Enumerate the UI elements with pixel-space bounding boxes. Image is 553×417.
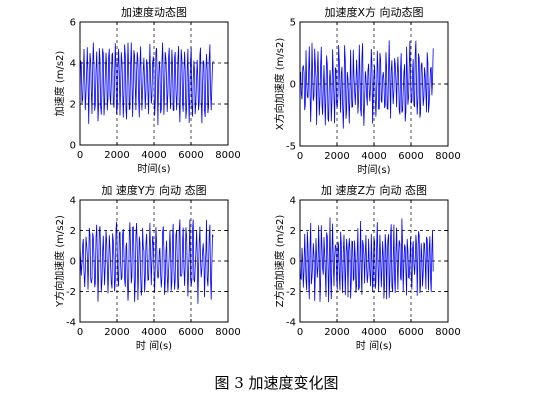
x-tick-label: 8000 bbox=[215, 327, 240, 338]
y-tick-label: -2 bbox=[66, 287, 76, 298]
y-tick-label: -4 bbox=[286, 318, 296, 329]
x-axis-label: 时 间(s) bbox=[356, 339, 392, 352]
x-tick-label: 2000 bbox=[324, 327, 349, 338]
x-tick-label: 6000 bbox=[398, 151, 423, 162]
x-tick-label: 8000 bbox=[435, 327, 460, 338]
x-tick-label: 6000 bbox=[178, 150, 203, 161]
y-axis-label: X方向加速度 (m/s2) bbox=[273, 38, 286, 131]
y-tick-label: 4 bbox=[290, 196, 296, 207]
x-tick-label: 0 bbox=[77, 150, 83, 161]
x-tick-label: 2000 bbox=[324, 151, 349, 162]
figure-caption: 图 3 加速度变化图 bbox=[214, 374, 339, 392]
x-axis-label: 时 间(s) bbox=[136, 339, 172, 352]
chart-panel-4: 0 2000 4000 6000 8000 -4 -2 0 2 4 加 速度Z方 向动 态图时 间(… bbox=[273, 183, 461, 352]
y-axis-label: Z方向加速度 (m/s2) bbox=[273, 215, 286, 308]
y-tick-label: 2 bbox=[290, 226, 296, 237]
chart-panel-3: 0 2000 4000 6000 8000 -4 -2 0 2 4 加 速度Y方 向动 态图时 间(… bbox=[53, 183, 241, 352]
chart-title: 加 速度Y方 向动 态图 bbox=[101, 183, 206, 197]
y-tick-label: -4 bbox=[66, 318, 76, 329]
chart-title: 加 速度Z方 向动 态图 bbox=[321, 183, 427, 197]
x-tick-label: 4000 bbox=[361, 327, 386, 338]
signal-line bbox=[79, 219, 214, 304]
y-tick-label: 4 bbox=[70, 59, 76, 70]
y-tick-label: 0 bbox=[70, 141, 76, 152]
y-axis-label: Y方向加速度 (m/s2) bbox=[53, 215, 66, 308]
chart-title: 加速度X方 向动态图 bbox=[324, 5, 423, 19]
x-tick-label: 6000 bbox=[178, 327, 203, 338]
y-axis-label: 加速度 (m/s2) bbox=[53, 51, 66, 117]
y-tick-label: -5 bbox=[286, 142, 296, 153]
x-tick-label: 8000 bbox=[215, 150, 240, 161]
x-tick-label: 6000 bbox=[398, 327, 423, 338]
chart-title: 加速度动态图 bbox=[121, 5, 187, 19]
x-tick-label: 0 bbox=[297, 327, 303, 338]
y-tick-label: 4 bbox=[70, 196, 76, 207]
y-tick-label: 2 bbox=[70, 100, 76, 111]
y-tick-label: -2 bbox=[286, 287, 296, 298]
x-axis-label: 时间(s) bbox=[137, 162, 170, 175]
signal-line bbox=[79, 42, 214, 126]
y-tick-label: 0 bbox=[70, 257, 76, 268]
y-tick-label: 0 bbox=[290, 80, 296, 91]
y-tick-label: 5 bbox=[290, 18, 296, 29]
y-tick-label: 6 bbox=[70, 18, 76, 29]
x-tick-label: 4000 bbox=[361, 151, 386, 162]
x-tick-label: 8000 bbox=[435, 151, 460, 162]
x-tick-label: 2000 bbox=[104, 150, 129, 161]
x-tick-label: 4000 bbox=[141, 327, 166, 338]
x-axis-label: 时间(s) bbox=[357, 163, 390, 176]
x-tick-label: 2000 bbox=[104, 327, 129, 338]
y-tick-label: 0 bbox=[290, 257, 296, 268]
x-tick-label: 0 bbox=[297, 151, 303, 162]
y-tick-label: 2 bbox=[70, 226, 76, 237]
x-tick-label: 4000 bbox=[141, 150, 166, 161]
x-tick-label: 0 bbox=[77, 327, 83, 338]
